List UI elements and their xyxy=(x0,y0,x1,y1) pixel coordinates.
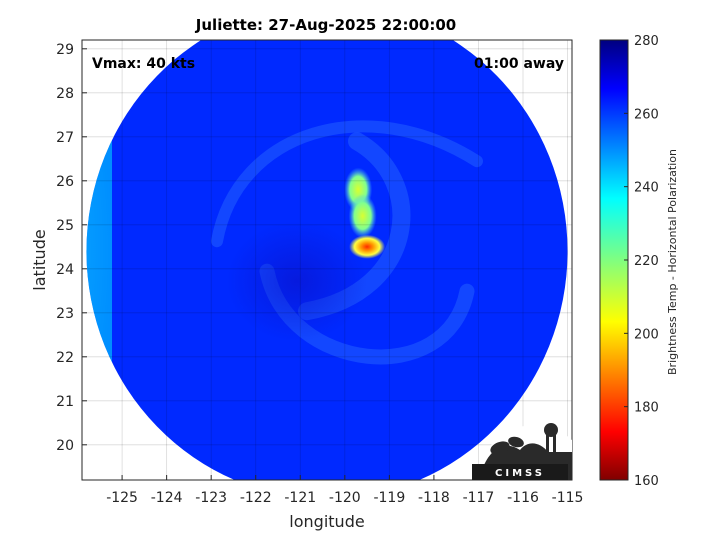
grid-lines xyxy=(82,40,572,480)
colorbar-tick-label: 200 xyxy=(634,327,659,342)
y-tick-label: 21 xyxy=(56,394,74,410)
x-tick-label: -116 xyxy=(507,490,539,506)
x-tick-label: -122 xyxy=(240,490,272,506)
cimss-logo-text: CIMSS xyxy=(495,468,545,479)
microwave-swath xyxy=(86,40,568,480)
x-axis-label: longitude xyxy=(289,512,364,531)
x-tick-label: -117 xyxy=(463,490,495,506)
colorbar-ticks: 160 180 200 220 240 260 280 xyxy=(624,34,659,489)
y-tick-label: 20 xyxy=(56,438,74,454)
x-tick-label: -125 xyxy=(106,490,138,506)
axes-box xyxy=(81,39,573,481)
colorbar-tick-label: 280 xyxy=(634,34,659,49)
colorbar-tick-label: 160 xyxy=(634,474,659,489)
y-tick-label: 23 xyxy=(56,306,74,322)
x-tick-label: -124 xyxy=(151,490,183,506)
rainband xyxy=(211,120,483,248)
x-tick-label: -118 xyxy=(418,490,450,506)
y-tick-label: 28 xyxy=(56,86,74,102)
swath-west-edge xyxy=(86,40,219,480)
y-tick-label: 29 xyxy=(56,42,74,58)
storm-center xyxy=(227,221,367,342)
time-away-annotation: 01:00 away xyxy=(474,56,564,72)
colorbar-tick-label: 180 xyxy=(634,401,659,416)
x-tick-label: -123 xyxy=(195,490,227,506)
x-tick-label: -121 xyxy=(284,490,316,506)
y-axis-label: latitude xyxy=(30,229,49,290)
y-tick-label: 24 xyxy=(56,262,74,278)
colorbar-label: Brightness Temp - Horizontal Polarizatio… xyxy=(666,149,679,375)
colorbar-tick-label: 260 xyxy=(634,107,659,122)
warm-feature xyxy=(349,234,386,259)
colorbar xyxy=(599,39,629,481)
warm-feature xyxy=(348,194,377,238)
cimss-logo: CIMSS xyxy=(472,423,572,480)
vmax-annotation: Vmax: 40 kts xyxy=(92,56,195,72)
colorbar-tick-label: 220 xyxy=(634,254,659,269)
y-tick-label: 27 xyxy=(56,130,74,146)
y-tick-label: 26 xyxy=(56,174,74,190)
x-tick-label: -119 xyxy=(373,490,405,506)
y-ticks: 20 21 22 23 24 25 26 27 28 29 xyxy=(56,42,87,454)
x-tick-label: -120 xyxy=(329,490,361,506)
colorbar-tick-label: 240 xyxy=(634,181,659,196)
x-ticks: -125 -124 -123 -122 -121 -120 -119 -118 -117 -116… xyxy=(106,475,583,506)
x-tick-label: -115 xyxy=(552,490,584,506)
y-tick-label: 22 xyxy=(56,350,74,366)
chart-title: Juliette: 27-Aug-2025 22:00:00 xyxy=(195,16,456,34)
y-tick-label: 25 xyxy=(56,218,74,234)
